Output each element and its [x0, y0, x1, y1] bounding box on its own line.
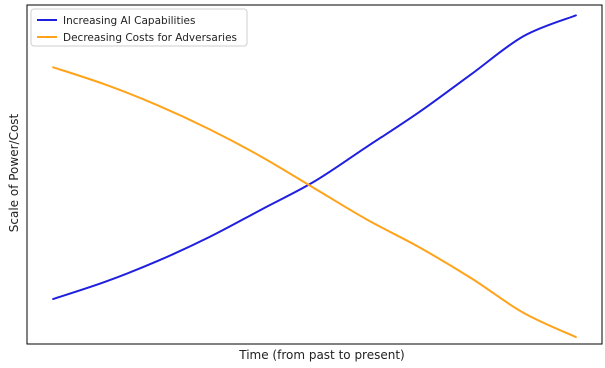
x-axis-label: Time (from past to present) [238, 348, 405, 362]
plot-frame [26, 4, 603, 345]
y-axis-label: Scale of Power/Cost [7, 113, 21, 232]
series-line-ai-capabilities [52, 14, 577, 301]
series-line-adversary-costs [52, 66, 577, 339]
series-layer [52, 14, 577, 339]
legend: Increasing AI Capabilities Decreasing Co… [30, 8, 248, 47]
legend-box [30, 8, 248, 47]
legend-label-adversary-costs: Decreasing Costs for Adversaries [63, 32, 237, 44]
legend-label-ai-capabilities: Increasing AI Capabilities [63, 15, 195, 27]
